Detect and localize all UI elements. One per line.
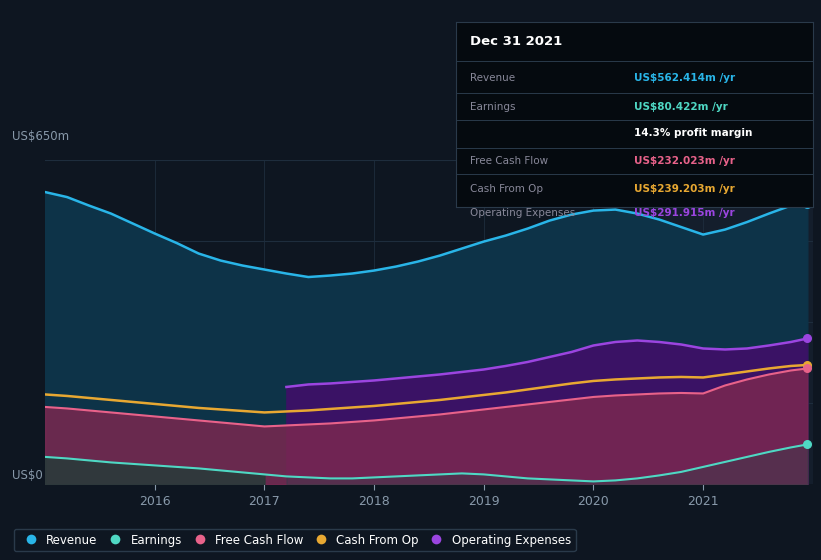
Text: Earnings: Earnings bbox=[470, 102, 516, 113]
Text: US$232.023m /yr: US$232.023m /yr bbox=[635, 156, 735, 166]
Point bbox=[800, 199, 814, 208]
Point bbox=[800, 440, 814, 449]
Text: Revenue: Revenue bbox=[470, 73, 515, 83]
Text: US$562.414m /yr: US$562.414m /yr bbox=[635, 73, 736, 83]
Text: Dec 31 2021: Dec 31 2021 bbox=[470, 35, 562, 48]
Legend: Revenue, Earnings, Free Cash Flow, Cash From Op, Operating Expenses: Revenue, Earnings, Free Cash Flow, Cash … bbox=[14, 529, 576, 551]
Bar bbox=[637, 160, 813, 484]
Text: Cash From Op: Cash From Op bbox=[470, 184, 543, 194]
Point bbox=[800, 364, 814, 373]
Point bbox=[800, 334, 814, 343]
Text: US$80.422m /yr: US$80.422m /yr bbox=[635, 102, 728, 113]
Text: Operating Expenses: Operating Expenses bbox=[470, 208, 576, 218]
Text: US$650m: US$650m bbox=[12, 130, 70, 143]
Text: Free Cash Flow: Free Cash Flow bbox=[470, 156, 548, 166]
Text: US$291.915m /yr: US$291.915m /yr bbox=[635, 208, 735, 218]
Text: 14.3% profit margin: 14.3% profit margin bbox=[635, 128, 753, 138]
Point bbox=[800, 361, 814, 370]
Text: US$0: US$0 bbox=[12, 469, 43, 482]
Text: US$239.203m /yr: US$239.203m /yr bbox=[635, 184, 735, 194]
